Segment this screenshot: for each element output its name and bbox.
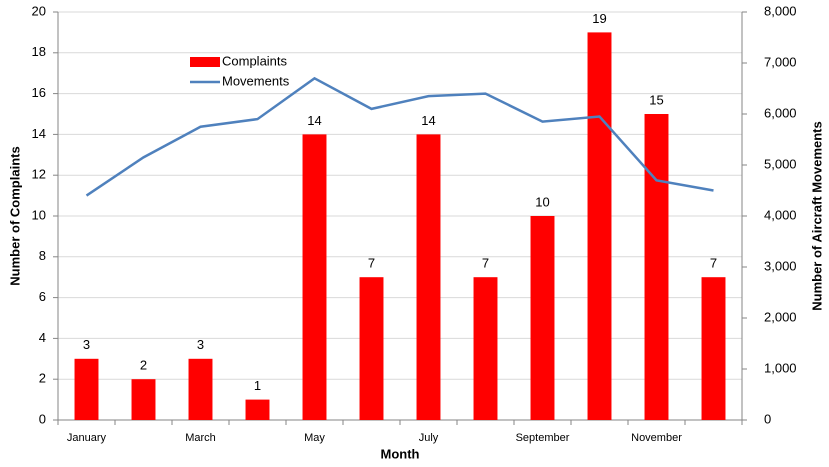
x-tick-label: November bbox=[631, 432, 682, 444]
value-label: 15 bbox=[649, 92, 663, 107]
value-label: 14 bbox=[307, 113, 321, 128]
y-tick-label: 20 bbox=[32, 3, 46, 18]
y2-tick-label: 1,000 bbox=[764, 360, 797, 375]
y-tick-label: 2 bbox=[39, 371, 46, 386]
bar bbox=[245, 399, 270, 420]
value-label: 2 bbox=[140, 358, 147, 373]
y2-tick-label: 6,000 bbox=[764, 105, 797, 120]
line bbox=[85, 76, 714, 197]
y2-tick-label: 8,000 bbox=[764, 3, 797, 18]
y2-tick-label: 7,000 bbox=[764, 54, 797, 69]
x-tick-label: September bbox=[516, 432, 570, 444]
value-label: 3 bbox=[197, 337, 204, 352]
value-label: 7 bbox=[482, 256, 489, 271]
legend-label: Complaints bbox=[222, 53, 288, 68]
y-tick-label: 12 bbox=[32, 167, 46, 182]
value-label: 3 bbox=[83, 337, 90, 352]
value-label: 7 bbox=[368, 256, 375, 271]
x-tick-label: January bbox=[67, 432, 107, 444]
bar bbox=[587, 32, 612, 421]
bar bbox=[644, 114, 669, 420]
y-tick-label: 14 bbox=[32, 126, 46, 141]
bar bbox=[74, 358, 99, 420]
y2-tick-label: 2,000 bbox=[764, 309, 797, 324]
value-label: 1 bbox=[254, 378, 261, 393]
value-label: 7 bbox=[710, 256, 717, 271]
legend-swatch bbox=[190, 57, 220, 67]
bar bbox=[530, 216, 555, 420]
x-tick-label: March bbox=[185, 432, 216, 444]
x-tick-label: May bbox=[304, 432, 325, 444]
y-tick-label: 4 bbox=[39, 330, 46, 345]
y-tick-label: 8 bbox=[39, 248, 46, 263]
bar bbox=[359, 277, 384, 420]
bar bbox=[131, 379, 156, 420]
y-tick-label: 10 bbox=[32, 207, 46, 222]
y2-tick-label: 5,000 bbox=[764, 156, 797, 171]
bar bbox=[701, 277, 726, 420]
bar bbox=[473, 277, 498, 420]
value-label: 14 bbox=[421, 113, 435, 128]
legend-label: Movements bbox=[222, 73, 290, 88]
y-tick-label: 6 bbox=[39, 289, 46, 304]
y2-axis-title: Number of Aircraft Movements bbox=[809, 121, 824, 311]
y2-tick-label: 4,000 bbox=[764, 207, 797, 222]
y-tick-label: 16 bbox=[32, 85, 46, 100]
x-axis-title: Month bbox=[381, 446, 420, 461]
y2-tick-label: 3,000 bbox=[764, 258, 797, 273]
value-label: 10 bbox=[535, 194, 549, 209]
y-tick-label: 0 bbox=[39, 411, 46, 426]
bar bbox=[302, 134, 327, 420]
x-tick-label: July bbox=[419, 432, 439, 444]
bar bbox=[188, 358, 213, 420]
y-axis-title: Number of Complaints bbox=[7, 146, 22, 285]
y2-tick-label: 0 bbox=[764, 411, 771, 426]
y-tick-label: 18 bbox=[32, 44, 46, 59]
value-label: 19 bbox=[592, 11, 606, 26]
bar bbox=[416, 134, 441, 420]
